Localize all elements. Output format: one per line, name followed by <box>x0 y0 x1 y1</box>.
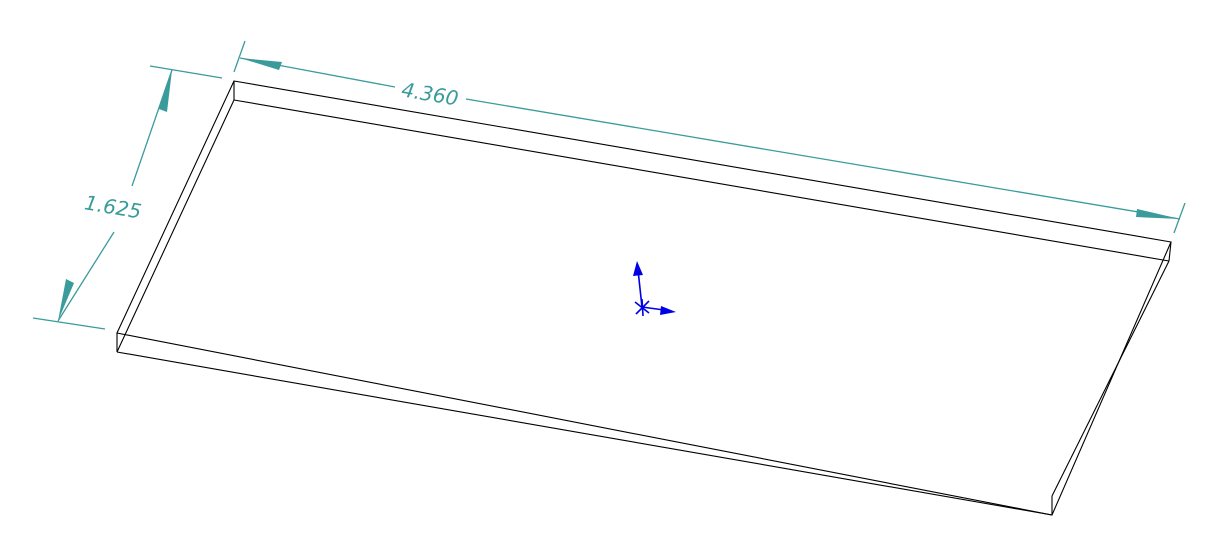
triad-x-arrow <box>660 306 676 315</box>
arrowhead-length-left <box>240 58 282 70</box>
extension-line-top <box>149 65 223 79</box>
dimension-length-label: 4.360 <box>400 77 460 110</box>
arrowhead-length-right <box>1136 209 1180 219</box>
plate-body[interactable] <box>116 80 1172 516</box>
plate-left-bottom-edge <box>116 99 235 353</box>
dimension-width[interactable]: 1.625 <box>32 65 223 330</box>
triad-origin-mark-c <box>641 298 644 317</box>
plate-top-face <box>116 80 1172 516</box>
dimension-line-length-b <box>465 98 1181 220</box>
plate-corner-edge-back-right <box>1168 241 1172 262</box>
extension-line-left <box>233 40 246 73</box>
dimension-line-width-a <box>131 69 173 187</box>
dimension-length[interactable]: 4.360 <box>233 40 1186 234</box>
dimension-line-width-b <box>57 231 115 322</box>
triad-x-axis <box>641 306 665 311</box>
plate-back-top-edge <box>233 99 1170 262</box>
extension-line-bottom <box>32 317 106 330</box>
reference-triad-icon <box>633 261 676 317</box>
plate-right-lower-edge <box>1051 260 1170 497</box>
dimension-width-label: 1.625 <box>83 190 143 223</box>
plate-front-bottom-edge <box>116 351 1053 516</box>
triad-y-arrow <box>633 261 643 276</box>
arrowhead-width-top <box>159 70 172 112</box>
extension-line-right <box>1173 202 1186 234</box>
arrowhead-width-bottom <box>58 279 74 321</box>
